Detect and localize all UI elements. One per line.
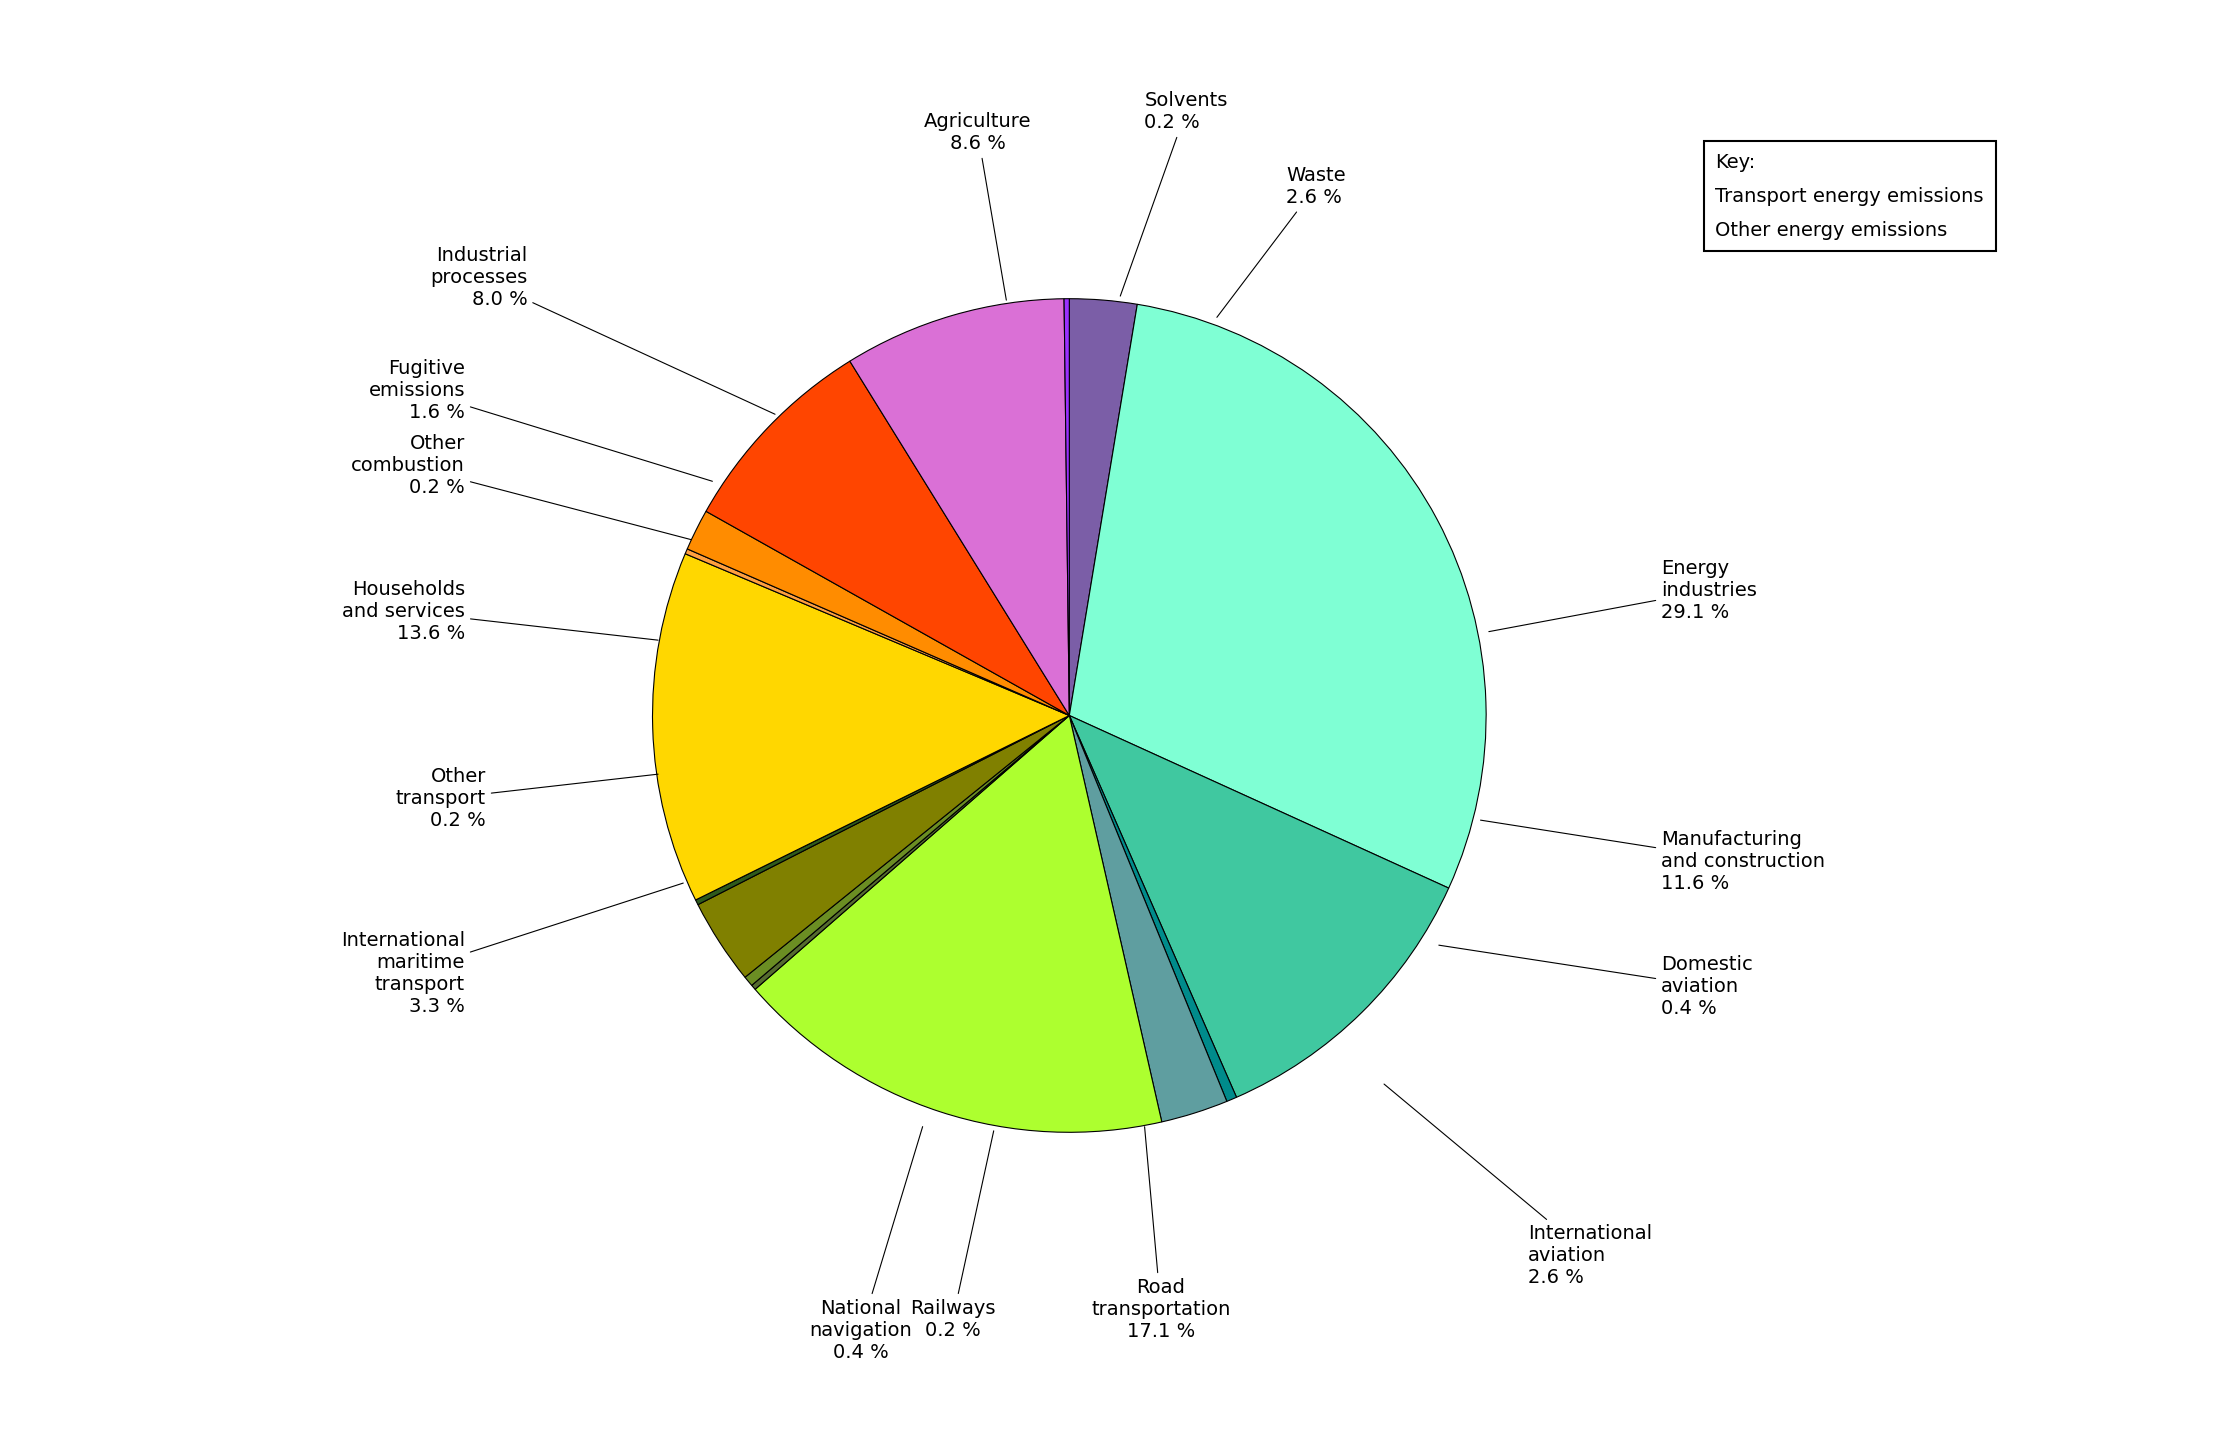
Text: Industrial
processes
8.0 %: Industrial processes 8.0 % [431, 246, 775, 414]
Text: International
maritime
transport
3.3 %: International maritime transport 3.3 % [340, 883, 682, 1016]
Wedge shape [684, 550, 1069, 716]
Text: Other
combustion
0.2 %: Other combustion 0.2 % [351, 434, 691, 539]
Text: Other
transport
0.2 %: Other transport 0.2 % [396, 767, 658, 830]
Text: International
aviation
2.6 %: International aviation 2.6 % [1384, 1085, 1651, 1286]
Text: Agriculture
8.6 %: Agriculture 8.6 % [924, 112, 1031, 301]
Wedge shape [849, 299, 1069, 716]
Wedge shape [707, 361, 1069, 716]
Wedge shape [653, 554, 1069, 900]
Text: Waste
2.6 %: Waste 2.6 % [1218, 166, 1347, 318]
Text: Road
transportation
17.1 %: Road transportation 17.1 % [1091, 1126, 1231, 1341]
Wedge shape [698, 716, 1069, 977]
Text: Energy
industries
29.1 %: Energy industries 29.1 % [1489, 560, 1758, 631]
Text: Households
and services
13.6 %: Households and services 13.6 % [342, 580, 658, 643]
Text: Railways
0.2 %: Railways 0.2 % [909, 1130, 995, 1339]
Wedge shape [1069, 716, 1449, 1098]
Text: Manufacturing
and construction
11.6 %: Manufacturing and construction 11.6 % [1480, 820, 1824, 893]
Wedge shape [1069, 716, 1227, 1122]
Text: Fugitive
emissions
1.6 %: Fugitive emissions 1.6 % [369, 359, 713, 481]
Text: Solvents
0.2 %: Solvents 0.2 % [1120, 92, 1229, 296]
Wedge shape [751, 716, 1069, 989]
Wedge shape [755, 716, 1162, 1132]
Wedge shape [1064, 299, 1069, 716]
Wedge shape [1069, 305, 1487, 889]
Wedge shape [695, 716, 1069, 904]
Text: National
navigation
0.4 %: National navigation 0.4 % [809, 1126, 922, 1362]
Wedge shape [1069, 716, 1235, 1102]
Wedge shape [744, 716, 1069, 986]
Wedge shape [687, 511, 1069, 716]
Text: Key:
Transport energy emissions
Other energy emissions: Key: Transport energy emissions Other en… [1715, 153, 1984, 240]
Wedge shape [1069, 299, 1138, 716]
Text: Domestic
aviation
0.4 %: Domestic aviation 0.4 % [1440, 944, 1753, 1017]
